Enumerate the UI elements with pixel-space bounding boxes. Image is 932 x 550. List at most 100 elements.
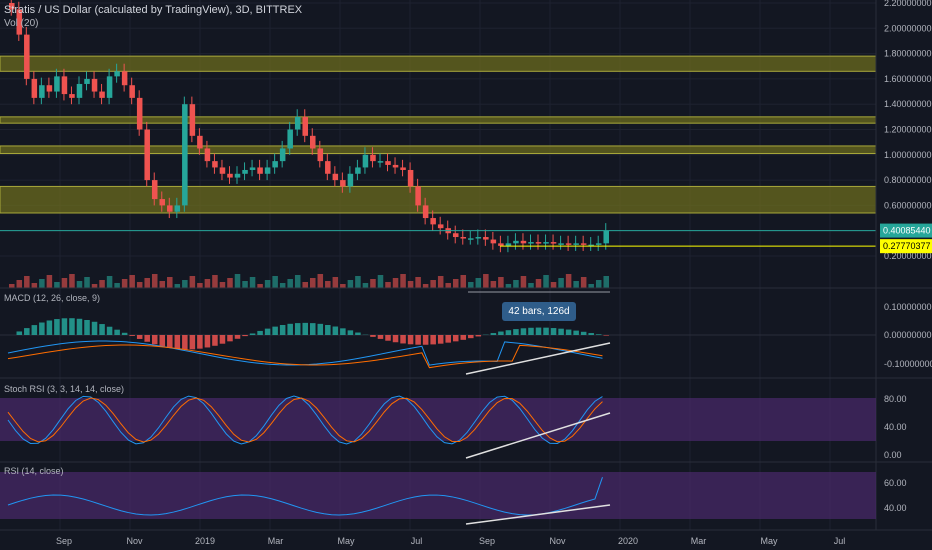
time-tick-label: Nov xyxy=(126,536,143,546)
time-tick-label: Mar xyxy=(268,536,284,546)
candle-body xyxy=(287,129,293,149)
rsi-divergence-arrow xyxy=(465,504,611,525)
candle-body xyxy=(106,76,113,98)
price-tick-label: 1.00000000 xyxy=(884,150,932,160)
volume-bar xyxy=(159,281,166,288)
candle-body xyxy=(204,148,211,162)
volume-bar xyxy=(272,276,278,288)
macd-histogram-bar xyxy=(437,335,444,344)
macd-histogram-bar xyxy=(505,330,512,335)
candle-body xyxy=(468,238,474,240)
candle-body xyxy=(264,167,271,174)
candle-body xyxy=(121,71,128,86)
candle-body xyxy=(257,167,263,174)
volume-bar xyxy=(197,283,203,288)
stoch-band xyxy=(0,398,876,441)
volume-bar xyxy=(287,279,293,288)
candle-body xyxy=(505,243,512,246)
macd-histogram-bar xyxy=(46,320,53,335)
price-tick-label: 1.60000000 xyxy=(884,74,932,84)
time-tick-label: 2020 xyxy=(618,536,638,546)
volume-bar xyxy=(234,274,241,288)
volume-bar xyxy=(144,278,150,288)
macd-histogram-bar xyxy=(325,325,331,335)
candle-body xyxy=(483,237,489,240)
current-price-tag xyxy=(880,223,932,238)
macd-histogram-bar xyxy=(520,328,527,335)
candle-body xyxy=(99,91,105,98)
macd-histogram-bar xyxy=(355,332,361,335)
macd-histogram-bar xyxy=(279,324,286,335)
macd-histogram-bar xyxy=(347,330,354,335)
macd-histogram-bar xyxy=(385,335,391,341)
price-tick-label: 0.20000000 xyxy=(884,251,932,261)
candle-body xyxy=(407,169,414,187)
candle-body xyxy=(520,240,527,244)
macd-histogram-bar xyxy=(16,331,23,335)
volume-bar xyxy=(347,280,354,288)
macd-histogram-bar xyxy=(39,322,45,335)
candle-body xyxy=(197,135,203,149)
macd-histogram-bar xyxy=(565,329,572,335)
current-price-text: 0.40085440 xyxy=(883,226,931,236)
macd-histogram-bar xyxy=(535,327,542,335)
volume-bar xyxy=(242,281,248,288)
macd-histogram-bar xyxy=(76,318,83,335)
candle-body xyxy=(460,237,467,239)
volume-bar xyxy=(543,275,549,288)
price-tick-label: 1.40000000 xyxy=(884,99,932,109)
rsi-line xyxy=(7,477,603,516)
candle-body xyxy=(249,167,256,170)
macd-divergence-arrow xyxy=(465,342,611,375)
candle-body xyxy=(31,78,38,98)
macd-histogram-bar xyxy=(400,335,406,344)
macd-histogram-bar xyxy=(121,332,128,335)
candle-body xyxy=(588,244,594,247)
volume-bar xyxy=(114,283,120,288)
macd-histogram-bar xyxy=(550,328,557,335)
macd-histogram-bar xyxy=(182,335,188,350)
volume-bar xyxy=(505,284,512,288)
macd-histogram-bar xyxy=(573,330,579,335)
macd-histogram-bar xyxy=(257,330,263,335)
macd-histogram-bar xyxy=(332,326,339,335)
macd-histogram-bar xyxy=(234,335,241,339)
volume-bar xyxy=(61,278,68,288)
volume-bar xyxy=(377,275,384,288)
volume-bar xyxy=(528,283,534,288)
macd-histogram-bar xyxy=(197,335,203,349)
volume-bar xyxy=(16,280,23,288)
stoch-tick-label: 0.00 xyxy=(884,450,902,460)
macd-histogram-bar xyxy=(167,335,173,348)
time-tick-label: Sep xyxy=(479,536,495,546)
candle-body xyxy=(310,135,316,149)
volume-bar xyxy=(332,277,339,288)
time-tick-label: Mar xyxy=(691,536,707,546)
candle-body xyxy=(91,78,98,92)
time-tick-label: 2019 xyxy=(195,536,215,546)
candle-body xyxy=(437,224,444,229)
candle-body xyxy=(355,167,361,174)
volume-bar xyxy=(174,284,181,288)
volume-bar xyxy=(84,277,90,288)
volume-bar xyxy=(54,282,60,288)
volume-bar xyxy=(121,279,128,288)
volume-bar xyxy=(460,275,467,288)
volume-bar xyxy=(151,274,158,288)
candle-body xyxy=(528,242,534,244)
candle-body xyxy=(144,129,150,181)
macd-histogram-bar xyxy=(151,335,158,345)
candle-body xyxy=(272,161,278,168)
macd-histogram-bar xyxy=(212,335,218,346)
chart-title: Stratis / US Dollar (calculated by Tradi… xyxy=(4,4,303,16)
volume-bar xyxy=(167,277,173,288)
supply-zone xyxy=(0,55,877,72)
macd-histogram-bar xyxy=(588,333,594,335)
volume-bar xyxy=(385,282,391,288)
rsi-tick-label: 60.00 xyxy=(884,478,907,488)
candle-body xyxy=(212,161,218,168)
volume-bar xyxy=(595,280,602,288)
volume-bar xyxy=(513,280,519,288)
macd-histogram-bar xyxy=(475,335,482,337)
